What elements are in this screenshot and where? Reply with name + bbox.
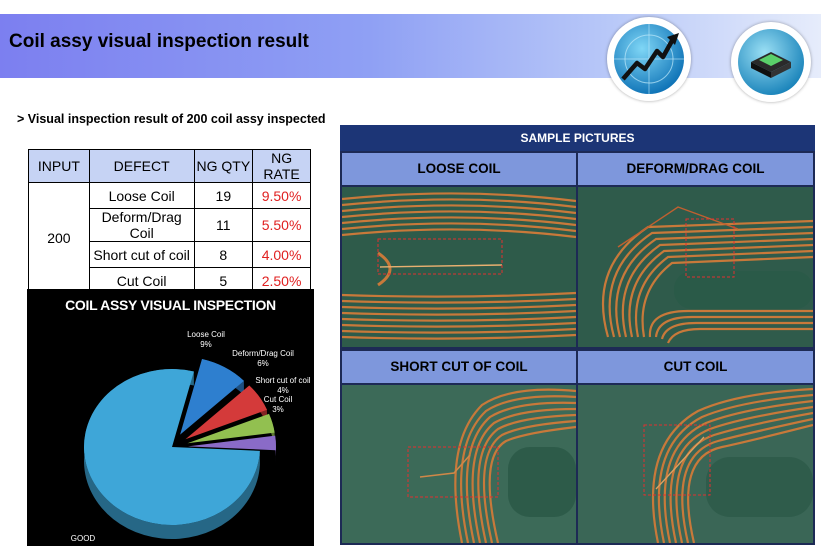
pie-slice-cut-coil (187, 435, 276, 465)
pie-label-name: Cut Coil (264, 395, 293, 404)
pie-label-value: 6% (257, 359, 269, 368)
loose-coil-photo (342, 187, 576, 347)
inspection-table: INPUT DEFECT NG QTY NG RATE 200 Loose Co… (28, 149, 311, 294)
caption-loose-coil: LOOSE COIL (342, 153, 576, 185)
table-row: 200 Loose Coil 19 9.50% (28, 182, 311, 294)
pie-slice-deform-drag-coil (185, 385, 267, 440)
ng-qty: 8 (193, 241, 254, 268)
defect-name: Short cut of coil (88, 241, 195, 268)
defect-name: Loose Coil (88, 182, 195, 209)
header-ng-qty: NG QTY (193, 149, 254, 183)
deform-drag-coil-photo (578, 187, 813, 347)
pie-label-value: 9% (200, 340, 212, 349)
chart-title: COIL ASSY VISUAL INSPECTION (65, 297, 276, 313)
caption-cut-coil: CUT COIL (578, 351, 813, 383)
pie-label-value: 4% (277, 386, 289, 395)
subtitle: > Visual inspection result of 200 coil a… (17, 112, 326, 126)
header-defect: DEFECT (88, 149, 195, 183)
title-banner: Coil assy visual inspection result (0, 14, 821, 78)
caption-short-cut-of-coil: SHORT CUT OF COIL (342, 351, 576, 383)
page-title: Coil assy visual inspection result (9, 31, 309, 52)
growth-chart-icon (607, 17, 691, 101)
ng-qty: 19 (193, 182, 254, 209)
ng-rate: 4.00% (252, 241, 311, 268)
sample-pictures-panel: SAMPLE PICTURES LOOSE COIL DEFORM/DRAG C… (340, 125, 815, 545)
defect-name: Deform/Drag Coil (88, 208, 195, 242)
short-cut-of-coil-photo (342, 385, 576, 543)
ng-qty: 11 (193, 208, 254, 242)
cut-coil-photo (578, 385, 813, 543)
input-quantity: 200 (28, 182, 90, 294)
header-input: INPUT (28, 149, 90, 183)
pie-label-value: 3% (272, 405, 284, 414)
ng-rate: 5.50% (252, 208, 311, 242)
pie-label-name: Deform/Drag Coil (232, 349, 294, 358)
pie-label-name: GOOD (71, 534, 96, 543)
caption-deform-drag-coil: DEFORM/DRAG COIL (578, 153, 813, 185)
table-row: Deform/Drag Coil 11 5.50% (29, 208, 311, 242)
table-row: Short cut of coil 8 4.00% (29, 241, 311, 268)
table-header-row: INPUT DEFECT NG QTY NG RATE (28, 149, 311, 183)
pie-slice-loose-coil (180, 359, 244, 435)
ng-rate: 9.50% (252, 182, 311, 209)
sample-pictures-title: SAMPLE PICTURES (340, 125, 815, 151)
chip-component-icon (731, 22, 811, 102)
pie-label-name: Short cut of coil (255, 376, 310, 385)
pie-chart-panel: COIL ASSY VISUAL INSPECTION GOOD Loose Co… (27, 289, 314, 546)
pie-slice-good (84, 369, 260, 539)
header-ng-rate: NG RATE (252, 149, 311, 183)
pie-label-name: Loose Coil (187, 330, 225, 339)
